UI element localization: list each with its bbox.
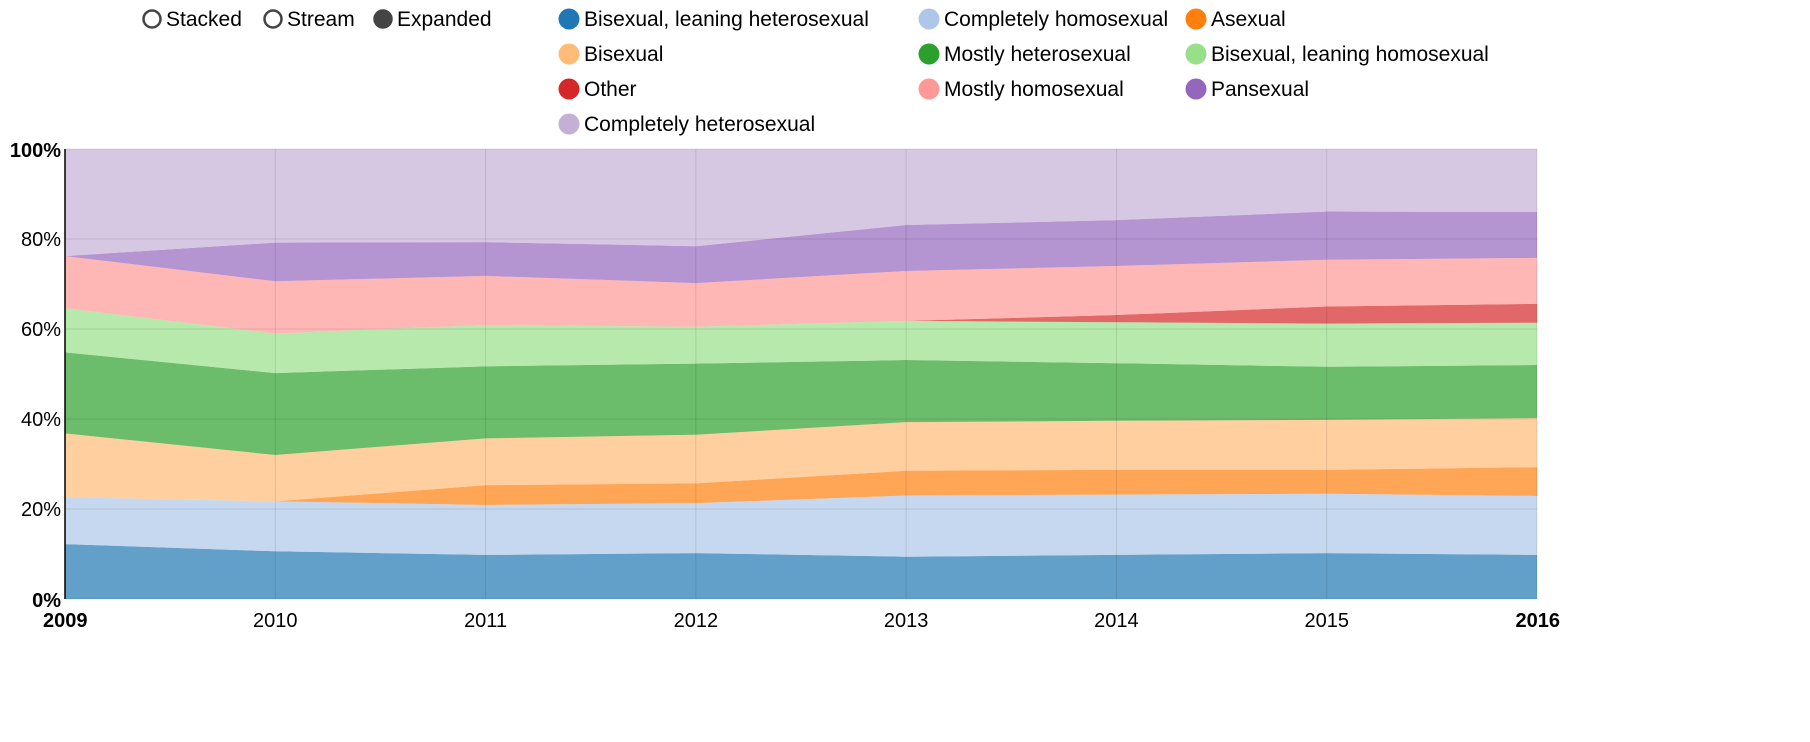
area-series-asexual[interactable] [65, 467, 1537, 505]
y-tick-label: 60% [21, 319, 61, 341]
legend-swatch-icon [1185, 8, 1207, 30]
legend-label: Bisexual [584, 43, 663, 66]
legend-swatch-icon [918, 43, 940, 65]
legend-swatch-icon [558, 43, 580, 65]
legend-item-completely-heterosexual[interactable]: Completely heterosexual [558, 113, 816, 136]
chart-style-option-stream[interactable]: Stream [263, 8, 355, 31]
chart-style-controls: Stacked Stream Expanded [142, 8, 492, 31]
y-tick-label: 80% [21, 229, 61, 251]
x-tick-label: 2011 [464, 610, 507, 632]
radio-circle-icon [263, 9, 283, 29]
area-series-mostly-homosexual[interactable] [65, 256, 1537, 334]
chart-style-option-label: Stacked [166, 8, 242, 31]
legend-swatch-icon [918, 78, 940, 100]
legend-swatch-icon [1185, 78, 1207, 100]
legend-label: Mostly homosexual [944, 78, 1124, 101]
chart-style-option-label: Stream [287, 8, 355, 31]
area-layers [65, 149, 1537, 599]
legend-item-bisexual[interactable]: Bisexual [558, 43, 664, 66]
legend-label: Asexual [1211, 8, 1286, 31]
legend-swatch-icon [558, 8, 580, 30]
area-series-completely-heterosexual[interactable] [65, 149, 1537, 257]
y-tick-label: 40% [21, 409, 61, 431]
legend-label: Mostly heterosexual [944, 43, 1131, 66]
area-series-other[interactable] [65, 303, 1537, 334]
x-tick-label: 2010 [253, 610, 298, 632]
x-tick-label: 2014 [1094, 610, 1139, 632]
axes: 0% 20% 40% 60% 80% 100% 2009 2010 2011 2012 2013 20… [10, 140, 1560, 632]
legend-item-mostly-heterosexual[interactable]: Mostly heterosexual [918, 43, 1131, 66]
legend-swatch-icon [918, 8, 940, 30]
legend-swatch-icon [558, 113, 580, 135]
area-series-bisexual[interactable] [65, 418, 1537, 502]
legend-label: Other [584, 78, 637, 101]
radio-circle-icon [142, 9, 162, 29]
legend-label: Bisexual, leaning homosexual [1211, 43, 1489, 66]
legend-label: Completely heterosexual [584, 113, 815, 136]
legend-label: Bisexual, leaning heterosexual [584, 8, 869, 31]
y-tick-label: 20% [21, 499, 61, 521]
legend-item-other[interactable]: Other [558, 78, 637, 101]
area-series-bisexual-leaning-heterosexual[interactable] [65, 544, 1537, 599]
legend-label: Pansexual [1211, 78, 1309, 101]
chart-style-option-label: Expanded [397, 8, 492, 31]
legend-item-asexual[interactable]: Asexual [1185, 8, 1286, 31]
area-series-pansexual[interactable] [65, 211, 1537, 284]
legend-item-mostly-homosexual[interactable]: Mostly homosexual [918, 78, 1124, 101]
y-tick-label: 0% [32, 590, 61, 612]
area-series-completely-homosexual[interactable] [65, 493, 1537, 557]
chart-style-option-stacked[interactable]: Stacked [142, 8, 242, 31]
x-tick-label: 2012 [674, 610, 719, 632]
y-tick-label: 100% [10, 140, 61, 162]
legend-item-completely-homosexual[interactable]: Completely homosexual [918, 8, 1169, 31]
grid-lines [64, 148, 1538, 600]
radio-circle-icon [373, 9, 393, 29]
area-series-mostly-heterosexual[interactable] [65, 352, 1537, 455]
legend-item-bisexual-leaning-homosexual[interactable]: Bisexual, leaning homosexual [1185, 43, 1489, 66]
plot-area: 0% 20% 40% 60% 80% 100% 2009 2010 2011 2012 2013 20… [10, 140, 1560, 632]
legend-swatch-icon [1185, 43, 1207, 65]
legend-swatch-icon [558, 78, 580, 100]
chart-style-option-expanded[interactable]: Expanded [373, 8, 492, 31]
x-tick-label: 2015 [1304, 610, 1349, 632]
area-series-bisexual-leaning-homosexual[interactable] [65, 308, 1537, 374]
legend: Bisexual, leaning heterosexual Completely… [558, 8, 1489, 136]
x-tick-label: 2009 [43, 610, 88, 632]
x-tick-label: 2013 [884, 610, 929, 632]
x-tick-label: 2016 [1516, 610, 1561, 632]
legend-item-bisexual-leaning-heterosexual[interactable]: Bisexual, leaning heterosexual [558, 8, 869, 31]
legend-label: Completely homosexual [944, 8, 1168, 31]
legend-item-pansexual[interactable]: Pansexual [1185, 78, 1310, 101]
